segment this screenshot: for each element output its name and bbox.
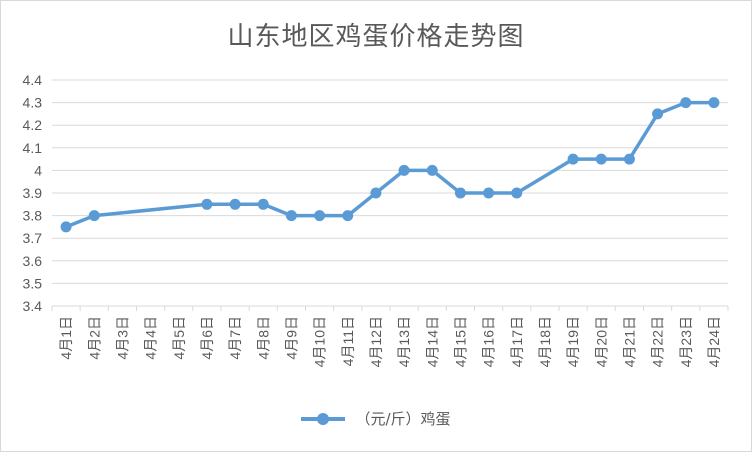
x-tick-label: 4月15日	[452, 316, 468, 367]
x-tick-label: 4月17日	[509, 316, 525, 367]
legend: （元/斤）鸡蛋	[0, 408, 752, 429]
x-tick-label: 4月10日	[312, 316, 328, 367]
y-tick-label: 3.6	[23, 253, 43, 269]
x-tick-label: 4月8日	[255, 316, 271, 360]
x-tick-label: 4月1日	[58, 316, 74, 360]
x-tick-label: 4月21日	[621, 316, 637, 367]
y-tick-label: 4.1	[23, 140, 43, 156]
data-point	[88, 210, 100, 222]
y-tick-label: 3.9	[23, 185, 43, 201]
data-point	[314, 210, 326, 222]
x-tick-label: 4月22日	[650, 316, 666, 367]
data-point	[680, 97, 692, 109]
y-tick-label: 4.3	[23, 95, 43, 111]
data-point	[60, 221, 72, 233]
data-point	[342, 210, 354, 222]
legend-label: （元/斤）鸡蛋	[355, 410, 451, 428]
x-tick-label: 4月19日	[565, 316, 581, 367]
data-point	[483, 187, 495, 199]
x-tick-label: 4月3日	[114, 316, 130, 360]
y-tick-label: 3.8	[23, 208, 43, 224]
data-point	[454, 187, 466, 199]
data-point	[285, 210, 297, 222]
chart-title: 山东地区鸡蛋价格走势图	[227, 22, 525, 52]
y-tick-label: 4.2	[23, 117, 43, 133]
data-point	[370, 187, 382, 199]
data-point	[708, 97, 720, 109]
x-tick-label: 4月2日	[86, 316, 102, 360]
data-point	[623, 153, 635, 165]
x-tick-label: 4月7日	[227, 316, 243, 360]
data-point	[511, 187, 523, 199]
x-tick-label: 4月23日	[678, 316, 694, 367]
x-tick-label: 4月12日	[368, 316, 384, 367]
x-tick-label: 4月9日	[283, 316, 299, 360]
x-tick-label: 4月24日	[706, 316, 722, 367]
data-point	[567, 153, 579, 165]
x-tick-label: 4月6日	[199, 316, 215, 360]
data-point	[426, 164, 438, 176]
x-tick-label: 4月13日	[396, 316, 412, 367]
x-tick-label: 4月18日	[537, 316, 553, 367]
y-tick-label: 4	[34, 162, 42, 178]
x-tick-label: 4月11日	[340, 316, 356, 366]
data-point	[201, 198, 213, 210]
y-tick-label: 4.4	[23, 72, 43, 88]
y-tick-label: 3.7	[23, 230, 43, 246]
x-tick-label: 4月20日	[593, 316, 609, 367]
y-tick-label: 3.5	[23, 275, 43, 291]
x-tick-label: 4月4日	[143, 316, 159, 360]
legend-swatch	[301, 412, 346, 426]
data-point	[229, 198, 241, 210]
x-tick-label: 4月14日	[424, 316, 440, 367]
y-tick-label: 3.4	[23, 298, 43, 314]
series-line	[64, 100, 716, 229]
x-tick-label: 4月5日	[171, 316, 187, 360]
data-point	[652, 108, 664, 120]
data-point	[257, 198, 269, 210]
x-tick-label: 4月16日	[481, 316, 497, 367]
data-point	[595, 153, 607, 165]
data-point	[398, 164, 410, 176]
